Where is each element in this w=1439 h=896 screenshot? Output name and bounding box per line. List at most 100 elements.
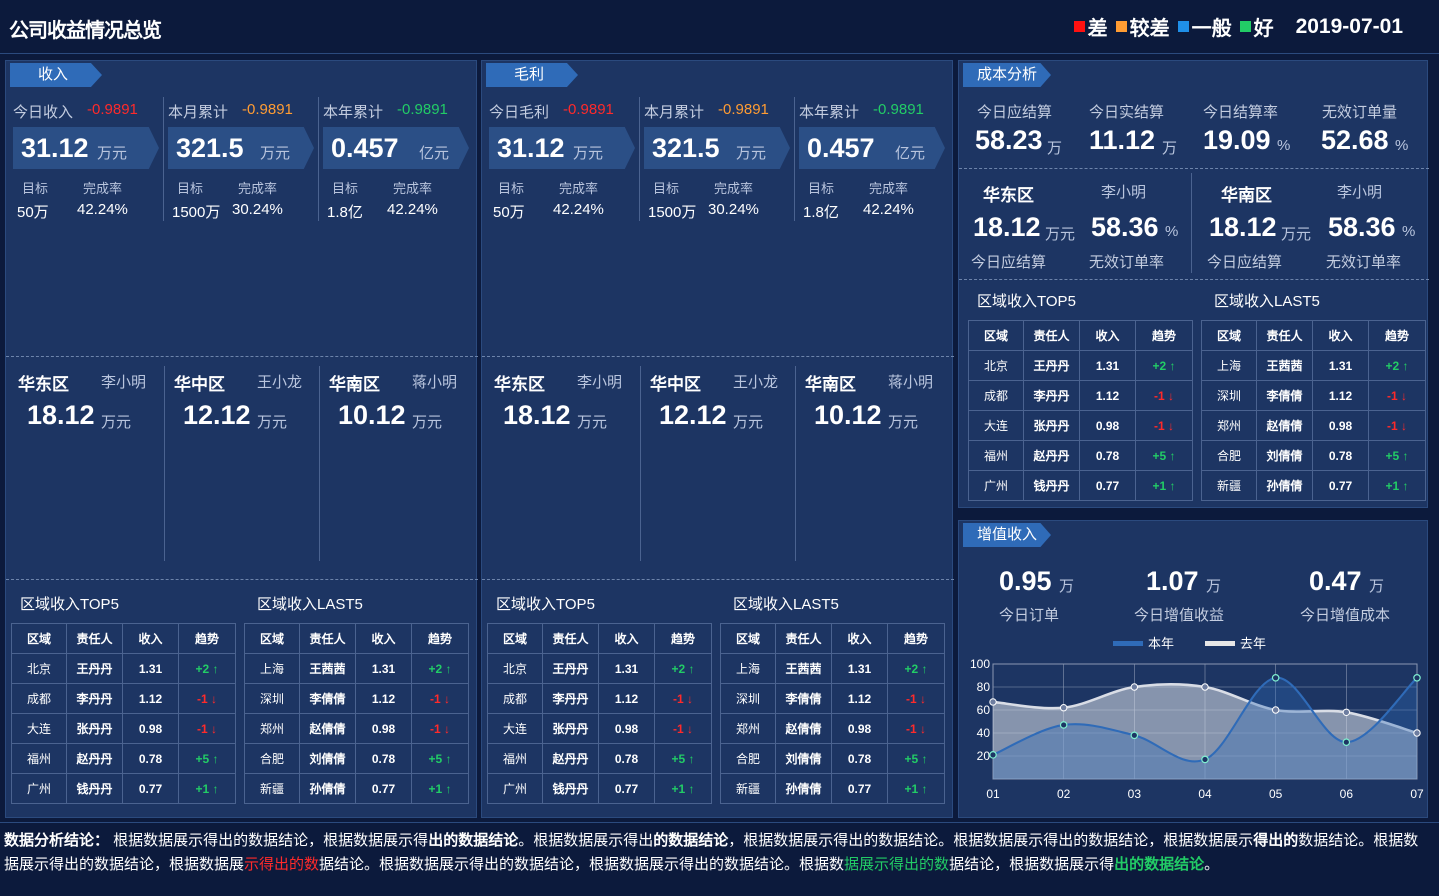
table-cell: 刘倩倩 <box>775 743 832 774</box>
table-cell: 李丹丹 <box>542 683 599 714</box>
table-cell: 王茜茜 <box>775 653 832 684</box>
table-cell: 刘倩倩 <box>1256 440 1313 471</box>
table-cell: 0.98 <box>598 713 655 744</box>
kpi-rate-label: 完成率 <box>393 181 433 196</box>
cost-region-l1: 今日应结算 <box>971 254 1047 271</box>
table-cell: 钱丹丹 <box>1023 470 1080 501</box>
added-kpi-value: 0.95 <box>999 566 1052 596</box>
table-cell: +1 ↑ <box>887 773 945 804</box>
table-cell: 0.98 <box>122 713 179 744</box>
table-cell: 1.12 <box>1312 380 1369 411</box>
region-value: 10.12 <box>338 400 406 430</box>
last5-title: 区域收入LAST5 <box>257 596 363 613</box>
kpi-rate: 42.24% <box>77 201 128 218</box>
cost-kpi-label: 无效订单量 <box>1322 104 1398 121</box>
kpi-rate-label: 完成率 <box>83 181 123 196</box>
table-cell: 新疆 <box>720 773 776 804</box>
table-cell: 1.31 <box>122 653 179 684</box>
footer-segment: 出的数据结论 <box>428 832 519 849</box>
region-name: 华东区 <box>18 375 69 394</box>
last-year-point <box>1201 683 1209 691</box>
table-cell: +5 ↑ <box>1135 440 1193 471</box>
table-cell: 0.78 <box>598 743 655 774</box>
table-cell: 李丹丹 <box>66 683 123 714</box>
added-kpi-value: 1.07 <box>1146 566 1199 596</box>
legend-bad-swatch <box>1073 21 1085 32</box>
kpi-value: 31.12 <box>21 133 89 163</box>
kpi-unit: 万元 <box>260 145 291 162</box>
panel-0: 收入 今日收入 -0.9891 31.12 万元 目标 完成率 50万 42.24% 本月累计 -0… <box>5 60 478 818</box>
x-tick-label: 05 <box>1269 787 1283 801</box>
footer-lead: 数据分析结论： <box>4 832 110 849</box>
cost-region-value: 18.12 <box>1209 212 1277 242</box>
table-header-cell: 责任人 <box>775 623 832 654</box>
table-row: 北京 王丹丹 1.31 +2 ↑ <box>968 350 1193 381</box>
cost-region-unit: 万元 <box>1281 226 1312 243</box>
table-cell: 上海 <box>244 653 300 684</box>
kpi-rate: 42.24% <box>863 201 914 218</box>
table-header-cell: 趋势 <box>411 623 469 654</box>
region-person: 王小龙 <box>257 374 303 391</box>
x-tick-label: 02 <box>1057 787 1071 801</box>
table-cell: 王丹丹 <box>1023 350 1080 381</box>
table-cell: +2 ↑ <box>411 653 469 684</box>
legend-swatch-this-year <box>1113 641 1143 646</box>
legend-poor-label: 较差 <box>1129 18 1170 40</box>
kpi-label: 今日毛利 <box>489 104 550 121</box>
table-cell: 大连 <box>11 713 67 744</box>
table-row: 大连 张丹丹 0.98 -1 ↓ <box>11 713 236 744</box>
kpi-delta: -0.9891 <box>563 101 614 118</box>
this-year-point <box>1201 755 1209 764</box>
table-cell: +2 ↑ <box>887 653 945 684</box>
table-row: 成都 李丹丹 1.12 -1 ↓ <box>11 683 236 714</box>
kpi-target-label: 目标 <box>653 181 680 196</box>
kpi-delta: -0.9891 <box>718 101 769 118</box>
table-row: 广州 钱丹丹 0.77 +1 ↑ <box>968 470 1193 501</box>
kpi-target-label: 目标 <box>808 181 835 196</box>
kpi-value-box: 31.12 万元 <box>13 127 159 169</box>
added-kpi-unit: 万 <box>1369 578 1385 595</box>
top5-title: 区域收入TOP5 <box>20 596 119 613</box>
table-cell: +2 ↑ <box>178 653 236 684</box>
region-name: 华东区 <box>494 375 545 394</box>
table-row: 新疆 孙倩倩 0.77 +1 ↑ <box>1201 470 1426 501</box>
cost-kpi-unit: % <box>1395 137 1409 154</box>
cost-region-value: 18.12 <box>973 212 1041 242</box>
cost-kpi-unit: 万 <box>1047 140 1063 157</box>
page-title: 公司收益情况总览 <box>9 20 162 42</box>
region-value: 12.12 <box>183 400 251 430</box>
cost-region-rate-unit: % <box>1165 223 1179 240</box>
kpi-unit: 万元 <box>736 145 767 162</box>
cost-region-rate: 58.36 <box>1091 212 1159 242</box>
table-header-row: 区域 责任人 收入 趋势 <box>1201 320 1426 351</box>
table-cell: 0.98 <box>831 713 888 744</box>
table-cell: 广州 <box>11 773 67 804</box>
table-cell: +1 ↑ <box>1135 470 1193 501</box>
cost-region-person: 李小明 <box>1101 184 1147 201</box>
kpi-value-box: 321.5 万元 <box>168 127 314 169</box>
region-value: 18.12 <box>27 400 95 430</box>
last5-table: 区域 责任人 收入 趋势 上海 王茜茜 1.31 +2 ↑ 深圳 李倩倩 1.12 -1 ↓ 郑州 赵倩倩… <box>244 623 469 804</box>
cost-panel: 成本分析 今日应结算 今日实结算 今日结算率 无效订单量 58.23 万 11.… <box>958 60 1429 508</box>
table-cell: 赵倩倩 <box>1256 410 1313 441</box>
table-header-cell: 收入 <box>598 623 655 654</box>
y-tick-label: 100 <box>970 657 990 671</box>
table-cell: +2 ↑ <box>654 653 712 684</box>
last-year-point <box>1059 704 1068 712</box>
table-cell: 李丹丹 <box>1023 380 1080 411</box>
table-cell: 1.31 <box>355 653 412 684</box>
table-cell: 0.78 <box>1312 440 1369 471</box>
kpi-rate: 42.24% <box>553 201 604 218</box>
last-year-point <box>1413 729 1421 737</box>
table-cell: +1 ↑ <box>411 773 469 804</box>
added-tag: 增值收入 <box>963 523 1051 547</box>
panel-tag: 毛利 <box>486 63 578 87</box>
legend-normal-swatch <box>1177 21 1189 32</box>
panel-1: 毛利 今日毛利 -0.9891 31.12 万元 目标 完成率 50万 42.24% 本月累计 -0… <box>481 60 954 818</box>
top5-slot: 区域 责任人 收入 趋势 北京 王丹丹 1.31 +2 ↑ 成都 李丹丹 1.12 -1 ↓ 大连 张丹丹… <box>487 623 712 804</box>
last5-table: 区域 责任人 收入 趋势 上海 王茜茜 1.31 +2 ↑ 深圳 李倩倩 1.12 -1 ↓ 郑州 赵倩倩… <box>1201 320 1426 501</box>
table-row: 北京 王丹丹 1.31 +2 ↑ <box>11 653 236 684</box>
table-row: 合肥 刘倩倩 0.78 +5 ↑ <box>1201 440 1426 471</box>
cost-kpi-label: 今日结算率 <box>1203 104 1279 121</box>
legend-normal: 一般 <box>1177 12 1232 41</box>
